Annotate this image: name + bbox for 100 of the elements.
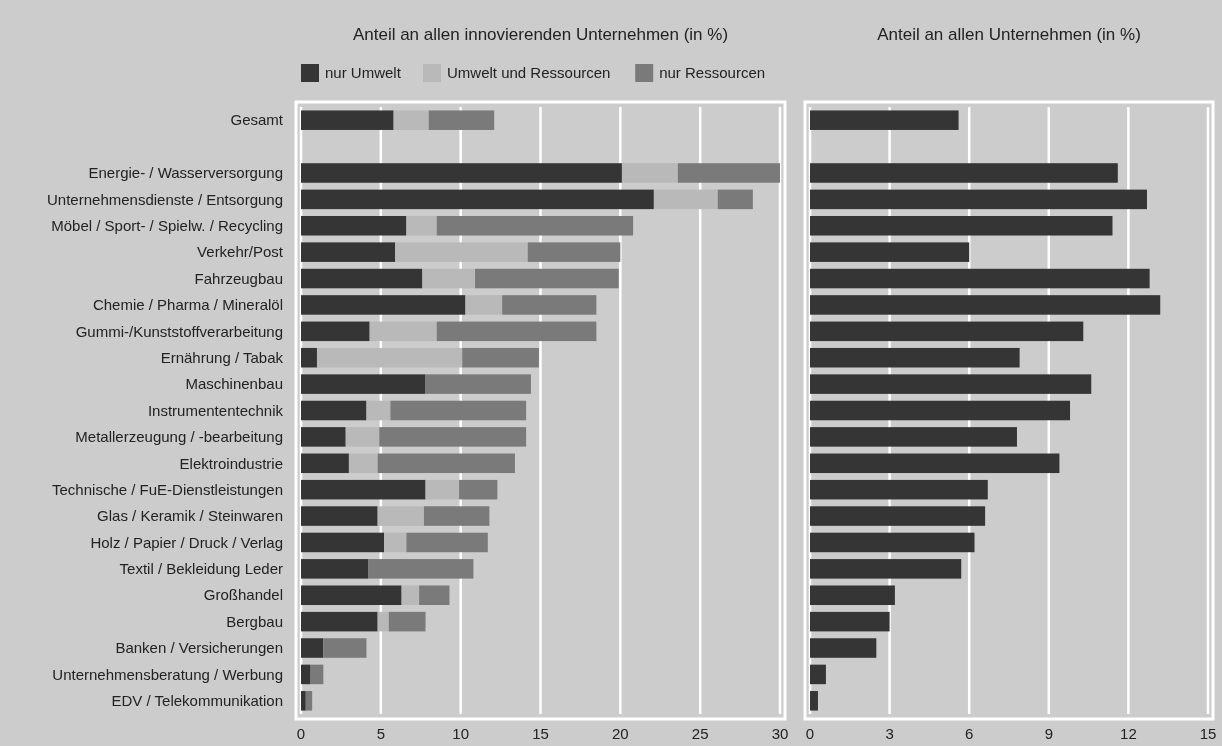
bar xyxy=(459,479,498,500)
bar xyxy=(810,611,890,632)
bar xyxy=(425,374,531,394)
bar xyxy=(810,585,895,605)
bar xyxy=(810,347,1020,368)
bar xyxy=(301,585,402,605)
y-tick-label: Großhandel xyxy=(203,586,283,604)
bar xyxy=(419,585,450,605)
y-tick-label: Elektroindustrie xyxy=(179,454,283,472)
bar xyxy=(502,295,597,315)
bar xyxy=(436,321,597,342)
x-tick-label: 15 xyxy=(1199,725,1217,742)
bar xyxy=(436,216,634,236)
legend-label: nur Ressourcen xyxy=(659,64,766,81)
bar xyxy=(810,664,826,685)
bar xyxy=(475,268,619,289)
bar xyxy=(462,347,539,368)
x-tick-label: 0 xyxy=(805,725,815,742)
y-tick-label: Energie- / Wasserversorgung xyxy=(88,164,283,182)
x-tick-label: 20 xyxy=(611,725,629,742)
y-tick-label: Möbel / Sport- / Spielw. / Recycling xyxy=(51,217,283,235)
bar xyxy=(810,400,1071,421)
bar xyxy=(465,295,503,315)
bar xyxy=(717,189,753,210)
y-tick-label: Maschinenbau xyxy=(185,375,283,393)
legend-label: Umwelt und Ressourcen xyxy=(447,64,611,81)
x-tick-label: 5 xyxy=(376,725,386,742)
x-tick-label: 25 xyxy=(691,725,709,742)
bar xyxy=(301,611,378,632)
y-tick-label: Banken / Versicherungen xyxy=(115,639,283,657)
y-tick-label: EDV / Telekommunikation xyxy=(111,692,283,710)
bar xyxy=(390,400,527,421)
bar xyxy=(301,216,407,236)
bar xyxy=(810,268,1150,289)
y-tick-label: Ernährung / Tabak xyxy=(160,348,284,366)
x-tick-label: 12 xyxy=(1120,725,1137,742)
bar xyxy=(301,189,654,210)
x-tick-label: 0 xyxy=(296,725,306,742)
bar xyxy=(393,110,429,130)
bar xyxy=(348,453,378,474)
bar xyxy=(810,479,988,500)
x-tick-label: 3 xyxy=(885,725,894,742)
bar xyxy=(621,163,678,183)
bar xyxy=(301,110,394,130)
bar xyxy=(810,427,1017,447)
bar xyxy=(310,664,324,685)
x-tick-label: 6 xyxy=(965,725,974,742)
bar xyxy=(301,453,349,474)
bar xyxy=(301,427,346,447)
bar xyxy=(301,295,466,315)
y-tick-label: Verkehr/Post xyxy=(197,243,284,261)
y-tick-label: Instrumententechnik xyxy=(147,401,284,419)
bar xyxy=(345,427,380,447)
y-tick-label: Chemie / Pharma / Mineralöl xyxy=(92,296,283,314)
y-tick-label: Textil / Bekleidung Leder xyxy=(119,560,283,578)
y-tick-label: Gesamt xyxy=(230,111,284,129)
bar xyxy=(422,268,476,289)
bar xyxy=(423,506,490,526)
bar xyxy=(810,216,1113,236)
chart-title: Anteil an allen Unternehmen (in %) xyxy=(877,25,1141,44)
y-tick-label: Gummi-/Kunststoffverarbeitung xyxy=(75,322,283,340)
bar xyxy=(377,453,515,474)
y-tick-label: Technische / FuE-Dienstleistungen xyxy=(52,480,283,498)
y-tick-label: Unternehmensdienste / Entsorgung xyxy=(47,190,283,208)
bar xyxy=(406,216,437,236)
bar xyxy=(316,347,463,368)
bar xyxy=(301,664,311,685)
bar xyxy=(379,427,527,447)
bar xyxy=(810,189,1147,210)
bar xyxy=(301,242,396,262)
bar xyxy=(527,242,621,262)
bar xyxy=(810,242,970,262)
bar xyxy=(810,163,1118,183)
bar xyxy=(301,321,370,342)
bar xyxy=(305,691,313,711)
bar xyxy=(677,163,780,183)
x-tick-label: 15 xyxy=(532,725,549,742)
y-tick-label: Holz / Papier / Druck / Verlag xyxy=(90,533,283,551)
bar xyxy=(301,163,622,183)
bar xyxy=(810,453,1060,474)
bar xyxy=(810,532,975,553)
y-tick-label: Glas / Keramik / Steinwaren xyxy=(97,507,283,525)
bar xyxy=(810,691,818,711)
bar xyxy=(301,400,367,421)
chart-title: Anteil an allen innovierenden Unternehmen (in %) xyxy=(352,25,729,44)
bar xyxy=(369,321,437,342)
bar xyxy=(401,585,420,605)
x-tick-label: 9 xyxy=(1044,725,1053,742)
bar xyxy=(366,400,391,421)
y-tick-label: Fahrzeugbau xyxy=(194,269,283,287)
bar xyxy=(810,374,1092,394)
bar xyxy=(301,638,324,658)
x-tick-label: 30 xyxy=(771,725,789,742)
bar xyxy=(301,532,385,553)
bar xyxy=(428,110,495,130)
bar xyxy=(377,611,389,632)
bar xyxy=(406,532,488,553)
bar xyxy=(301,479,426,500)
bar xyxy=(301,559,369,579)
bar xyxy=(425,479,460,500)
